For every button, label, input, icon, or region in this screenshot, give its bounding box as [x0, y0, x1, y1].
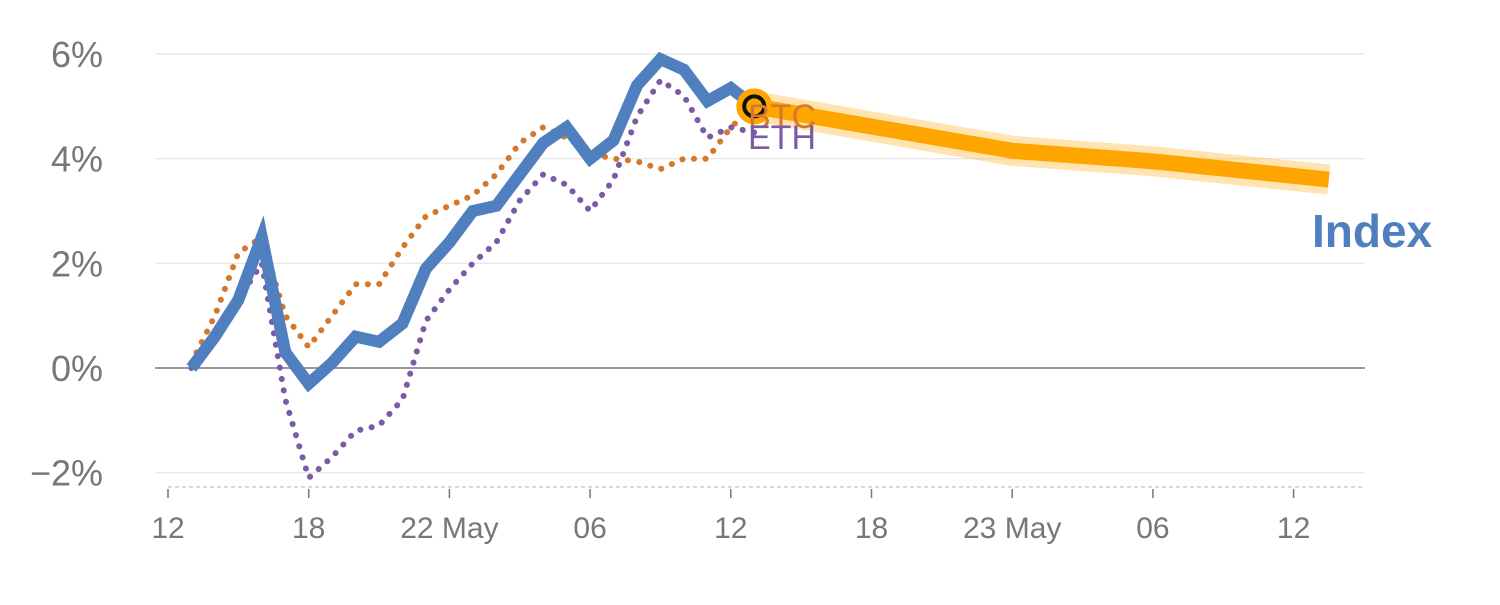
series-layer	[186, 51, 1331, 481]
current-point-ring	[742, 94, 767, 119]
x-tick-label: 12	[1277, 512, 1310, 545]
x-tick-label: 22 May	[400, 512, 498, 545]
x-tick-label: 23 May	[963, 512, 1061, 545]
x-tick-label: 06	[573, 512, 606, 545]
current-point-marker	[736, 88, 773, 125]
series-label-index: Index	[1312, 205, 1433, 257]
y-tick-label: 6%	[51, 34, 103, 75]
x-tick-label: 12	[714, 512, 747, 545]
y-tick-label: 2%	[51, 243, 103, 284]
series-line-eth	[188, 77, 758, 481]
x-tick-label: 06	[1136, 512, 1169, 545]
x-tick-label: 18	[292, 512, 325, 545]
series-line-btc	[188, 103, 758, 366]
y-tick-label: 0%	[51, 348, 103, 389]
y-tick-label: 4%	[51, 139, 103, 180]
forecast-band-line	[752, 98, 1330, 188]
series-label-btc: BTC	[748, 98, 816, 136]
series-label-eth: ETH	[748, 119, 816, 157]
label-layer: BTC ETH Index	[748, 98, 1433, 257]
axis-layer: 6% 4% 2% 0% −2% 12 18 22 May 06 12 18 23 May 06 12	[30, 34, 1365, 545]
y-tick-label: −2%	[30, 453, 103, 494]
series-line-index	[186, 51, 758, 393]
x-tick-label: 18	[855, 512, 888, 545]
x-tick-label: 12	[151, 512, 184, 545]
